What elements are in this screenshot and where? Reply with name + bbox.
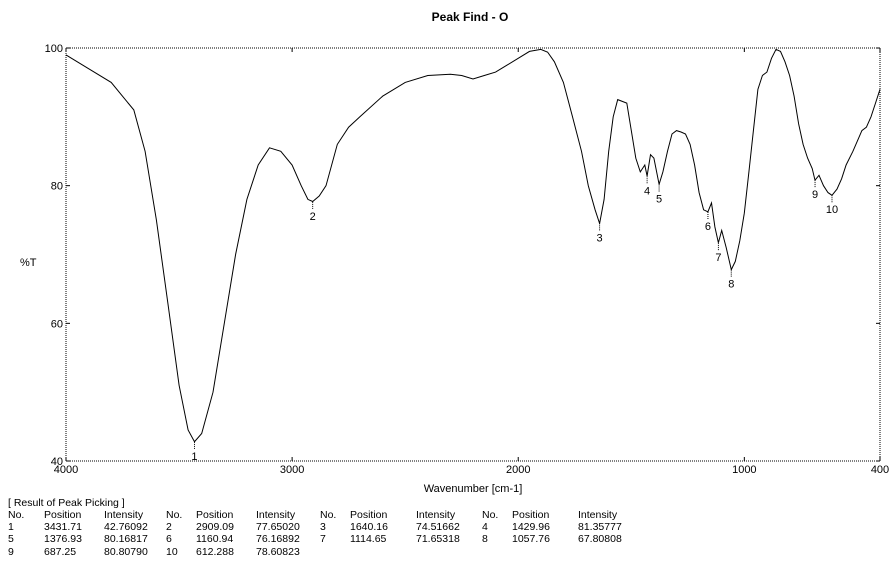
table-row: 5 1376.93 80.16817 6 1160.94 76.16892 7 1114.65… <box>8 533 644 545</box>
peak-label: 10 <box>826 204 838 216</box>
results-header-cell: Position <box>44 509 82 521</box>
results-cell: 2909.09 <box>196 521 234 534</box>
results-cell: 74.51662 <box>416 521 460 534</box>
table-row: 9 687.25 80.80790 10 612.288 78.60823 <box>8 546 644 558</box>
results-header-cell: Intensity <box>104 509 144 521</box>
results-cell: 1057.76 <box>512 533 550 546</box>
results-cell: 3 <box>320 521 326 534</box>
results-cell: 1 <box>8 521 14 534</box>
chart-title: Peak Find - O <box>432 10 509 24</box>
peak-label: 2 <box>310 211 316 223</box>
results-header-cell: No. <box>8 509 25 521</box>
results-header-cell: No. <box>320 509 337 521</box>
results-cell <box>578 546 644 558</box>
x-axis-label: Wavenumber [cm-1] <box>424 483 523 495</box>
results-header-cell: No. <box>166 509 183 521</box>
results-header-cell: Intensity <box>578 509 618 521</box>
results-cell: 1376.93 <box>44 533 82 546</box>
results-header-cell: Intensity <box>416 509 456 521</box>
results-cell: 67.80808 <box>578 533 622 546</box>
results-cell: 4 <box>482 521 488 534</box>
results-cell: 81.35777 <box>578 521 622 534</box>
results-cell: 1429.96 <box>512 521 550 534</box>
peak-label: 1 <box>191 451 197 463</box>
peak-label: 8 <box>728 279 734 291</box>
peak-markers: 1 2 3 45 6 7 8 9 10 <box>191 176 838 463</box>
plot-frame <box>65 47 881 462</box>
results-cell <box>482 546 512 558</box>
table-row: 1 3431.71 42.76092 2 2909.09 77.65020 3 1640.16… <box>8 521 644 533</box>
results-cell: 10 <box>166 545 178 558</box>
results-header-cell: Position <box>512 509 550 521</box>
peak-label: 6 <box>705 221 711 233</box>
y-axis-label: %T <box>20 257 37 269</box>
y-tick-label: 100 <box>45 43 63 55</box>
results-cell: 1114.65 <box>350 533 387 546</box>
results-cell: 687.25 <box>44 545 77 558</box>
results-header-cell: Position <box>196 509 234 521</box>
results-cell: 78.60823 <box>256 545 300 558</box>
results-caption: [ Result of Peak Picking ] <box>8 497 125 509</box>
results-header-cell: No. <box>482 509 499 521</box>
spectrum-line <box>65 48 881 443</box>
results-cell <box>320 546 350 558</box>
results-cell: 80.16817 <box>104 533 148 546</box>
results-header-row: No. Position Intensity No. Position Intensity… <box>8 509 644 521</box>
y-tick-label: 80 <box>51 181 63 193</box>
peak-label: 4 <box>644 185 650 197</box>
axis-ticks: 4000 3000 2000 1000 400 40 60 80 100 <box>45 43 890 476</box>
results-cell: 1640.16 <box>350 521 388 534</box>
x-tick-label: 1000 <box>732 464 756 476</box>
results-cell <box>512 546 578 558</box>
y-tick-label: 40 <box>51 456 63 468</box>
spectrum-chart: Peak Find - O 4000 3000 2000 1000 400 40 60 80 1… <box>20 10 890 495</box>
peak-label: 3 <box>597 232 603 244</box>
results-cell: 6 <box>166 533 172 546</box>
results-cell: 42.76092 <box>104 521 148 534</box>
results-cell: 77.65020 <box>256 521 300 534</box>
results-cell: 9 <box>8 545 14 558</box>
peak-results: [ Result of Peak Picking ] No. Position In… <box>8 497 644 558</box>
results-header-cell: Position <box>350 509 388 521</box>
results-cell: 3431.71 <box>44 521 82 534</box>
y-tick-label: 60 <box>51 318 63 330</box>
results-table: No. Position Intensity No. Position Intensity… <box>8 509 644 558</box>
results-cell: 71.65318 <box>416 533 460 546</box>
results-cell: 2 <box>166 521 172 534</box>
peak-label: 7 <box>715 252 721 264</box>
results-cell: 1160.94 <box>196 533 234 546</box>
x-tick-label: 4000 <box>54 464 78 476</box>
results-cell: 80.80790 <box>104 545 148 558</box>
results-cell: 5 <box>8 533 14 546</box>
results-cell: 612.288 <box>196 545 234 558</box>
results-cell <box>416 546 482 558</box>
results-header-cell: Intensity <box>256 509 296 521</box>
x-tick-label: 400 <box>871 464 889 476</box>
results-cell <box>350 546 416 558</box>
peak-label: 9 <box>812 189 818 201</box>
results-cell: 8 <box>482 533 488 546</box>
results-cell: 76.16892 <box>256 533 300 546</box>
x-tick-label: 3000 <box>280 464 304 476</box>
peak-label: 5 <box>656 193 662 205</box>
results-cell: 7 <box>320 533 326 546</box>
x-tick-label: 2000 <box>506 464 530 476</box>
